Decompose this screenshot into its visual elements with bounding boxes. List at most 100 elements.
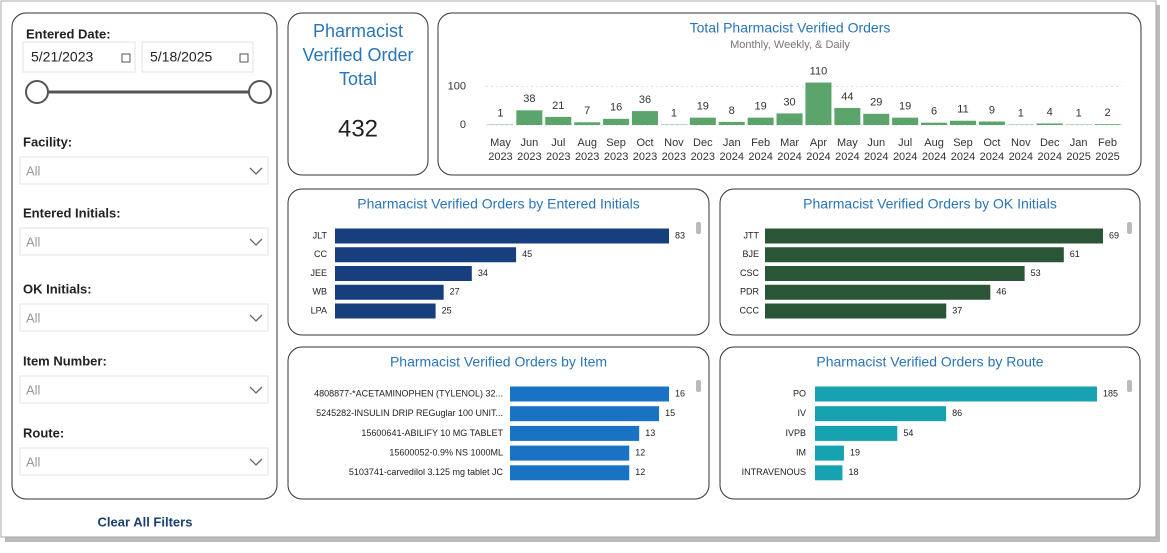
data-label: 45 bbox=[522, 249, 532, 259]
data-label: 6 bbox=[931, 106, 937, 118]
y-tick-label: IV bbox=[797, 408, 806, 418]
bar bbox=[335, 304, 436, 319]
bar bbox=[765, 266, 1025, 281]
y-tick-label: CCC bbox=[740, 305, 760, 315]
bar bbox=[892, 118, 918, 125]
y-tick-label: CSC bbox=[740, 268, 760, 278]
x-tick-label: Aug bbox=[924, 137, 944, 149]
x-tick-label: Sep bbox=[606, 137, 626, 149]
x-tick-label: Sep bbox=[953, 137, 973, 149]
data-label: 54 bbox=[903, 428, 913, 438]
data-label: 15 bbox=[665, 408, 675, 418]
bar bbox=[510, 406, 659, 421]
dropdown-value: All bbox=[26, 163, 41, 178]
x-tick-label: Jul bbox=[898, 137, 912, 149]
x-tick-label: 2024 bbox=[864, 151, 888, 163]
chart-title: Pharmacist Verified Orders by Item bbox=[390, 354, 607, 370]
data-label: 1 bbox=[497, 108, 503, 120]
x-tick-label: Jun bbox=[867, 137, 885, 149]
bar bbox=[632, 111, 658, 125]
data-label: 110 bbox=[810, 65, 828, 77]
data-label: 19 bbox=[697, 101, 709, 113]
kpi-title: Pharmacist Verified Order Total bbox=[290, 19, 426, 91]
data-label: 19 bbox=[755, 101, 767, 113]
dropdown[interactable] bbox=[20, 157, 268, 184]
x-tick-label: 2024 bbox=[951, 151, 975, 163]
bar bbox=[719, 122, 745, 125]
bar bbox=[335, 266, 472, 281]
bar bbox=[510, 426, 639, 441]
data-label: 36 bbox=[639, 94, 651, 106]
bar bbox=[815, 426, 897, 441]
bar bbox=[765, 304, 946, 319]
data-label: 19 bbox=[899, 101, 911, 113]
x-tick-label: Apr bbox=[810, 137, 827, 149]
y-tick-label: 5245282-INSULIN DRIP REGuglar 100 UNIT..… bbox=[316, 408, 503, 418]
chart-title: Pharmacist Verified Orders by OK Initial… bbox=[803, 196, 1057, 212]
chart-subtitle: Monthly, Weekly, & Daily bbox=[730, 39, 850, 51]
chart-title: Total Pharmacist Verified Orders bbox=[690, 20, 891, 36]
x-tick-label: 2025 bbox=[1066, 151, 1090, 163]
x-tick-label: Dec bbox=[1040, 137, 1060, 149]
x-tick-label: Aug bbox=[577, 137, 597, 149]
filter-label: Route: bbox=[23, 425, 64, 440]
x-tick-label: 2023 bbox=[604, 151, 628, 163]
bar bbox=[335, 285, 444, 300]
data-label: 2 bbox=[1104, 107, 1110, 119]
bar bbox=[510, 446, 629, 461]
bar bbox=[516, 110, 542, 125]
x-tick-label: Jun bbox=[520, 137, 538, 149]
data-label: 1 bbox=[1076, 108, 1082, 120]
x-tick-label: Jan bbox=[1070, 137, 1088, 149]
x-tick-label: 2024 bbox=[806, 151, 830, 163]
x-tick-label: 2024 bbox=[719, 151, 743, 163]
x-tick-label: May bbox=[837, 137, 858, 149]
x-tick-label: Jul bbox=[551, 137, 565, 149]
slider-handle[interactable] bbox=[26, 81, 48, 103]
x-tick-label: Mar bbox=[780, 137, 799, 149]
data-label: 12 bbox=[635, 447, 645, 457]
bar bbox=[815, 406, 946, 421]
data-label: 30 bbox=[783, 96, 795, 108]
x-tick-label: Nov bbox=[1011, 137, 1031, 149]
data-label: 29 bbox=[870, 97, 882, 109]
data-label: 185 bbox=[1103, 388, 1118, 398]
bar bbox=[921, 123, 947, 125]
y-tick-label: JTT bbox=[744, 230, 760, 240]
x-tick-label: 2024 bbox=[835, 151, 859, 163]
clear-filters[interactable]: Clear All Filters bbox=[98, 514, 193, 529]
dropdown-value: All bbox=[26, 454, 41, 469]
bar bbox=[777, 113, 803, 125]
dropdown[interactable] bbox=[20, 304, 268, 331]
filter-label: Item Number: bbox=[23, 353, 107, 368]
dropdown-value: All bbox=[26, 382, 41, 397]
y-tick-label: 5103741-carvedilol 3.125 mg tablet JC bbox=[349, 467, 504, 477]
data-label: 7 bbox=[584, 105, 590, 117]
x-tick-label: 2024 bbox=[893, 151, 917, 163]
dropdown[interactable] bbox=[20, 376, 268, 403]
scrollbar[interactable] bbox=[1127, 222, 1132, 234]
y-tick-label: PO bbox=[793, 388, 806, 398]
bar bbox=[815, 465, 842, 480]
data-label: 53 bbox=[1031, 268, 1041, 278]
filter-label: OK Initials: bbox=[23, 281, 92, 296]
bar bbox=[1095, 124, 1121, 125]
x-tick-label: Jan bbox=[723, 137, 741, 149]
y-tick-label: PDR bbox=[740, 287, 760, 297]
scrollbar[interactable] bbox=[696, 380, 701, 392]
dropdown-value: All bbox=[26, 234, 41, 249]
dropdown[interactable] bbox=[20, 448, 268, 475]
chart-title: Pharmacist Verified Orders by Route bbox=[816, 354, 1043, 370]
scrollbar[interactable] bbox=[1127, 380, 1132, 392]
bar bbox=[765, 285, 990, 300]
x-tick-label: Oct bbox=[983, 137, 1000, 149]
slider-handle[interactable] bbox=[249, 81, 271, 103]
bar bbox=[1037, 123, 1063, 125]
y-tick-label: LPA bbox=[311, 305, 327, 315]
y-tick-label: WB bbox=[313, 287, 328, 297]
x-tick-label: 2024 bbox=[980, 151, 1004, 163]
scrollbar[interactable] bbox=[696, 222, 701, 234]
dropdown[interactable] bbox=[20, 228, 268, 255]
bar bbox=[574, 122, 600, 125]
